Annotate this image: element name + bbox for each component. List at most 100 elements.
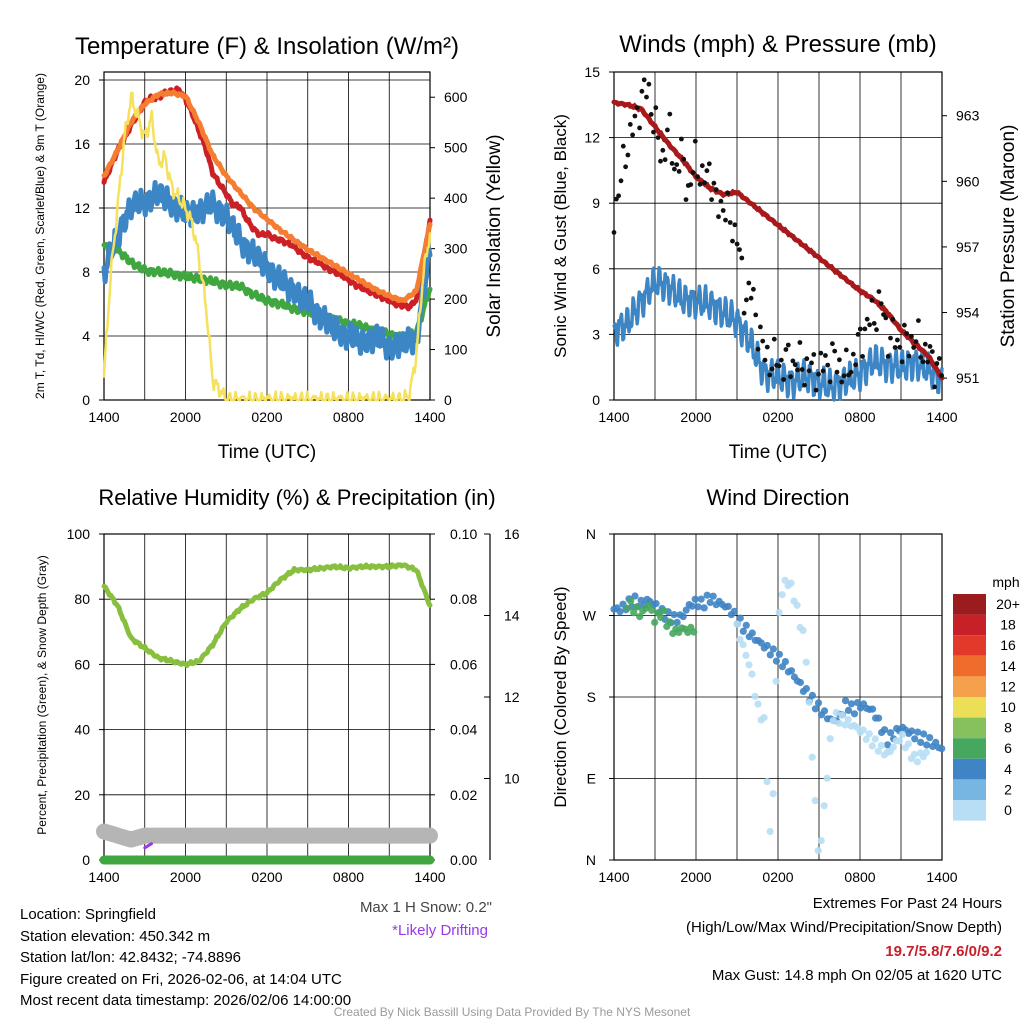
direction-point	[938, 745, 946, 753]
y2-tick-label: 0.08	[450, 591, 477, 607]
gust-point	[862, 326, 868, 332]
series-line-9m-t	[101, 89, 433, 304]
y3-tick-label: 14	[504, 608, 520, 624]
gust-point	[843, 347, 849, 353]
direction-point	[811, 797, 819, 805]
series-line-snow-depth	[96, 823, 438, 848]
gust-point	[623, 164, 628, 170]
colorbar-swatch	[953, 614, 986, 636]
y2-tick-label: 500	[444, 140, 468, 156]
gust-point	[758, 324, 763, 330]
x-tick-label: 0200	[251, 409, 282, 425]
direction-point	[808, 691, 817, 700]
credit-text: Created By Nick Bassill Using Data Provi…	[333, 1005, 691, 1019]
direction-point	[772, 677, 780, 685]
direction-point	[875, 714, 883, 722]
direction-point	[920, 730, 928, 738]
gust-point	[716, 214, 721, 220]
x-tick-label: 1400	[88, 869, 119, 885]
direction-point	[911, 735, 919, 743]
direction-point	[624, 604, 632, 612]
series-line-relative-humidity	[101, 562, 433, 669]
gust-point	[899, 359, 905, 365]
y-tick-label: 40	[74, 722, 90, 738]
direction-point	[766, 827, 774, 836]
y-tick-label: 8	[82, 264, 90, 280]
gust-point	[827, 379, 833, 385]
direction-point	[913, 758, 922, 766]
gust-point	[706, 161, 712, 167]
gust-point	[692, 138, 698, 144]
gust-point	[683, 197, 689, 203]
gust-point	[811, 352, 817, 357]
gust-point	[644, 94, 649, 100]
gust-point	[916, 318, 921, 323]
direction-point	[648, 606, 656, 614]
gust-point	[788, 374, 793, 380]
gust-point	[804, 356, 810, 362]
gust-point	[764, 344, 770, 350]
y2-tick-label: 400	[444, 190, 468, 206]
gust-point	[932, 384, 937, 390]
direction-point	[808, 753, 816, 761]
gust-point	[746, 280, 752, 286]
direction-point	[709, 592, 717, 600]
gust-point	[681, 156, 687, 162]
direction-point	[922, 748, 931, 757]
gust-point	[778, 357, 784, 363]
x-tick-label: 0800	[844, 409, 875, 425]
gust-point	[665, 127, 670, 133]
gust-point	[888, 335, 893, 341]
gust-point	[732, 222, 738, 228]
gust-point	[925, 359, 931, 365]
direction-point	[781, 576, 789, 584]
series-line-likely-drifting	[143, 842, 153, 850]
direction-point	[769, 790, 777, 798]
y-tick-label: 0	[82, 852, 90, 868]
gust-point	[892, 345, 898, 350]
direction-point	[820, 802, 828, 810]
gust-point	[909, 333, 914, 339]
gust-point	[730, 238, 735, 244]
x-tick-label: 1400	[926, 869, 957, 885]
series-line-station-pressure	[611, 99, 945, 381]
y-tick-label: 0	[592, 392, 600, 408]
gust-point	[641, 77, 647, 83]
colorbar-swatch	[953, 800, 986, 821]
gust-point	[855, 332, 861, 337]
y2-tick-label: 963	[956, 108, 980, 124]
direction-point	[666, 618, 674, 626]
gust-point	[867, 322, 872, 328]
gust-point	[927, 344, 933, 349]
gust-point	[620, 143, 626, 149]
direction-point	[616, 608, 624, 616]
y-tick-label: 20	[74, 72, 90, 88]
x-tick-label: 0800	[844, 869, 875, 885]
gust-point	[627, 122, 633, 127]
gust-point	[713, 187, 719, 193]
gust-point	[734, 241, 740, 247]
direction-point	[730, 607, 738, 616]
gust-point	[769, 366, 775, 372]
gust-point	[634, 105, 640, 110]
gust-point	[860, 354, 865, 359]
direction-point	[763, 778, 771, 786]
direction-point	[694, 603, 702, 611]
y2-tick-label: 300	[444, 241, 468, 257]
gust-point	[790, 358, 796, 364]
gust-point	[718, 198, 724, 204]
x-tick-label: 0200	[762, 869, 793, 885]
direction-point	[887, 729, 895, 737]
direction-point	[763, 641, 771, 650]
series-line-sonic-wind	[612, 266, 944, 402]
direction-point	[630, 609, 638, 617]
direction-point	[850, 710, 859, 718]
colorbar-label: 10	[1000, 699, 1016, 715]
colorbar-swatch	[953, 676, 986, 697]
colorbar-swatch	[953, 717, 986, 739]
location-text: Location: Springfield	[20, 906, 156, 923]
rh-chart-title: Relative Humidity (%) & Precipitation (i…	[98, 485, 495, 510]
direction-point	[688, 602, 696, 610]
x-tick-label: 1400	[926, 409, 957, 425]
